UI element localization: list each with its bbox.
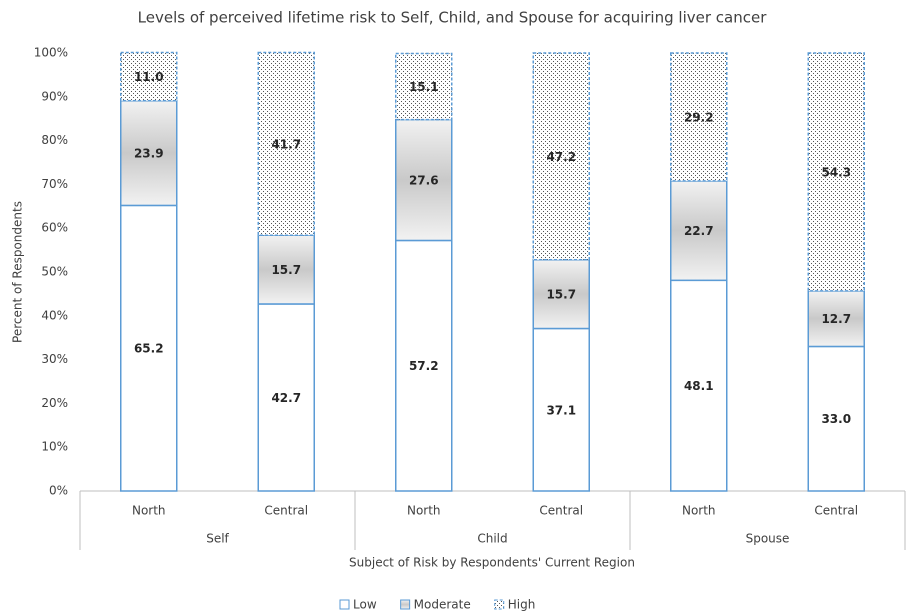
legend-label: High [508, 598, 536, 612]
bar-segment [395, 52, 453, 121]
legend-swatch [400, 599, 411, 610]
y-tick-label: 80% [41, 133, 68, 147]
data-label: 42.7 [271, 391, 301, 405]
legend-swatch [339, 599, 350, 610]
y-tick-label: 10% [41, 440, 68, 454]
bar-segment [807, 52, 865, 292]
bar-segment [257, 51, 315, 236]
y-tick-label: 70% [41, 177, 68, 191]
y-tick-label: 0% [49, 484, 68, 498]
data-label: 12.7 [821, 312, 851, 326]
data-label: 11.0 [134, 70, 164, 84]
x-tick-label: North [132, 504, 166, 518]
bar-segment [670, 279, 728, 492]
data-label: 41.7 [271, 137, 301, 151]
data-label: 47.2 [546, 150, 576, 164]
bar-segment [670, 52, 728, 182]
bar-segment [120, 204, 178, 492]
data-label: 15.7 [271, 263, 301, 277]
data-label: 37.1 [546, 403, 576, 417]
x-tick-label: North [407, 504, 441, 518]
y-tick-label: 30% [41, 352, 68, 366]
bar-segment [532, 327, 590, 492]
data-label: 23.9 [134, 147, 164, 161]
x-tick-label: Central [264, 504, 308, 518]
bar-segment [120, 99, 178, 207]
group-label: Self [206, 532, 229, 546]
data-label: 15.1 [409, 80, 439, 94]
group-label: Child [477, 532, 507, 546]
data-label: 57.2 [409, 359, 439, 373]
data-label: 15.7 [546, 288, 576, 302]
bar-segment [532, 52, 590, 261]
y-tick-label: 90% [41, 89, 68, 103]
data-label: 29.2 [684, 110, 714, 124]
y-tick-label: 20% [41, 396, 68, 410]
bar-segment [395, 118, 453, 242]
x-axis-label: Subject of Risk by Respondents' Current … [349, 556, 635, 570]
y-tick-label: 100% [34, 46, 68, 60]
y-axis-label: Percent of Respondents [11, 201, 25, 343]
chart-title: Levels of perceived lifetime risk to Sel… [138, 9, 768, 27]
x-tick-label: Central [539, 504, 583, 518]
data-label: 27.6 [409, 174, 439, 188]
legend-label: Low [353, 598, 377, 612]
data-label: 65.2 [134, 342, 164, 356]
y-tick-label: 50% [41, 265, 68, 279]
legend-label: Moderate [414, 598, 471, 612]
y-tick-label: 60% [41, 221, 68, 235]
bar-segment [532, 258, 590, 330]
bar-segment [120, 51, 178, 102]
y-tick-label: 40% [41, 308, 68, 322]
legend-swatch [494, 599, 505, 610]
data-label: 22.7 [684, 224, 714, 238]
group-label: Spouse [746, 532, 790, 546]
data-label: 33.0 [821, 412, 851, 426]
data-label: 54.3 [821, 165, 851, 179]
data-label: 48.1 [684, 379, 714, 393]
x-tick-label: North [682, 504, 716, 518]
x-tick-label: Central [814, 504, 858, 518]
